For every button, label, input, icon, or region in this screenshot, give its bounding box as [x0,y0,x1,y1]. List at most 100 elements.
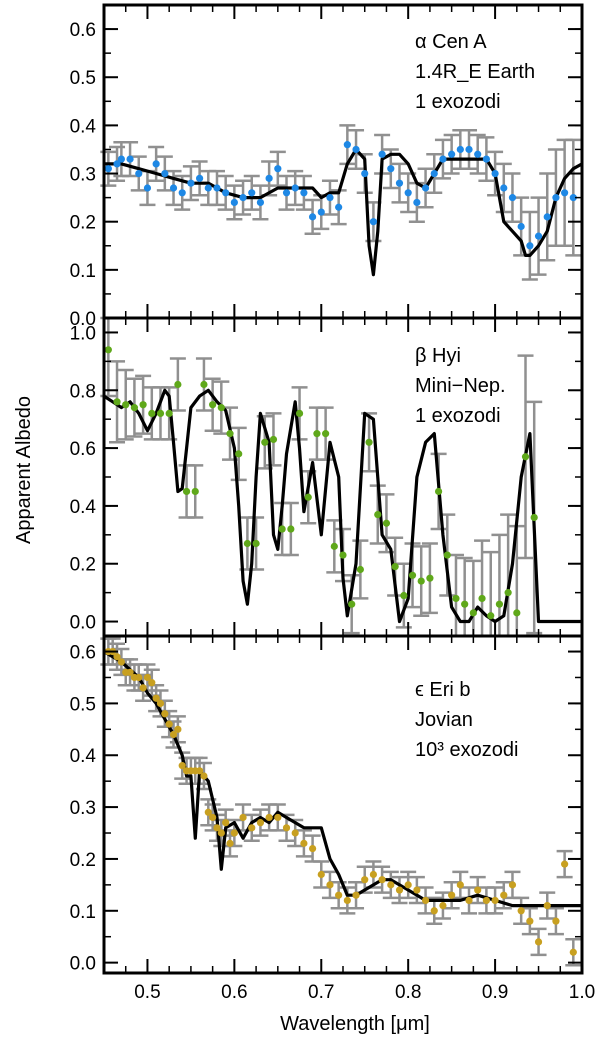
y-tick-label: 0.6 [70,643,96,664]
data-point [395,179,404,187]
data-point [430,907,438,915]
y-tick-label: 0.4 [70,746,97,767]
panel-annotation-line: 10³ exozodi [415,739,518,761]
data-point [139,401,147,409]
data-point [413,886,421,894]
x-tick-label: 0.8 [395,982,421,1003]
data-point [300,839,308,847]
data-point [482,896,490,905]
data-point [278,525,286,533]
data-point [317,870,325,879]
data-point [313,430,321,438]
y-tick-label: 0.3 [70,165,96,186]
y-tick-label: 0.6 [70,20,96,41]
data-point [178,189,186,197]
data-point [534,232,543,240]
data-point [430,169,438,178]
data-point [495,600,504,608]
data-point [126,668,134,676]
data-point [569,948,577,956]
data-point [165,409,173,417]
data-point [143,184,152,192]
data-point [213,184,221,192]
x-axis-title: Wavelength [μm] [280,1013,430,1035]
data-point [148,409,156,417]
y-tick-label: 0.4 [70,116,97,137]
data-point [365,438,373,446]
data-point [135,169,143,178]
data-point [256,198,265,207]
data-point [465,145,473,154]
data-point [517,222,525,231]
data-point [552,917,560,925]
data-point [317,208,325,216]
data-point [469,609,477,617]
data-point [104,346,112,354]
data-point [252,539,260,548]
data-point [161,710,169,718]
data-point [343,896,351,905]
data-point [161,169,169,178]
data-point [122,401,130,409]
panel-middle: 0.0 0.2 0.4 0.6 0.8 1.0 β Hyi Mini−Nep. 1 exozod… [70,316,584,638]
data-point [408,571,417,579]
data-point [165,720,173,728]
data-point [508,194,517,202]
data-point [117,658,125,666]
data-point [113,653,121,661]
data-point [295,409,304,417]
data-point [204,808,212,816]
data-point [291,184,299,192]
data-point [130,404,139,412]
data-point [400,591,408,600]
data-point [152,694,160,702]
y-tick-label: 0.1 [70,902,96,923]
data-point [187,179,195,187]
data-point [569,194,577,202]
data-point [113,160,121,168]
data-point [487,612,495,620]
data-point [530,513,538,522]
data-point [196,767,204,775]
data-point [104,165,112,173]
data-point [269,435,278,444]
data-point [421,896,430,905]
y-tick-label: 0.2 [70,213,96,234]
data-point [261,438,269,446]
data-point [156,409,165,417]
panel-frame [102,634,584,975]
data-point [235,450,243,458]
data-point [413,198,421,207]
data-point [561,189,569,197]
data-point [226,430,234,438]
panel-annotation-line: Mini−Nep. [415,375,506,397]
data-point [534,938,543,946]
data-point [174,725,182,733]
data-point [239,194,247,202]
data-point [456,145,464,154]
data-point [169,730,178,739]
data-point [113,398,121,406]
data-point [352,145,360,154]
data-point [474,150,482,158]
data-point [517,907,525,915]
panel-annotation-line: 1 exozodi [415,91,501,113]
data-point [182,487,191,496]
panel-annotation-line: ϵ Eri b [415,679,471,701]
data-point [209,813,217,822]
data-point [248,824,256,832]
y-tick-label: 0.2 [70,555,96,576]
data-point [500,184,508,192]
data-point [352,891,360,899]
data-point [478,594,486,603]
panel-frame [102,3,584,320]
data-point [474,886,482,894]
data-point [117,155,125,163]
data-point [395,886,404,894]
data-point [508,881,517,889]
data-point [426,574,434,582]
data-point [348,600,356,608]
data-point [191,487,199,496]
data-point [174,380,182,389]
data-point [513,609,521,617]
